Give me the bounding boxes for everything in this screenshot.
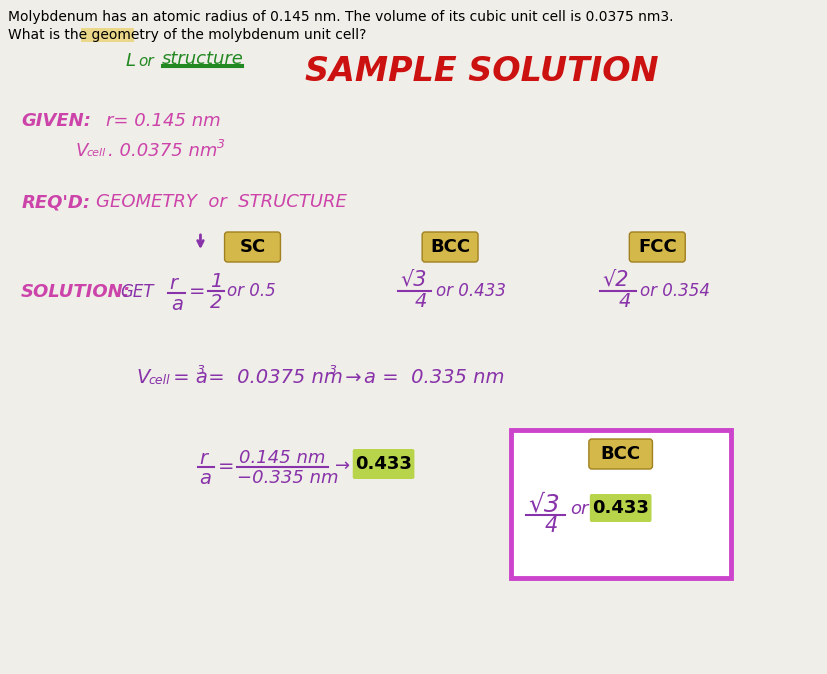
Text: =: = <box>218 457 234 476</box>
Text: √2: √2 <box>601 270 628 290</box>
Text: or 0.5: or 0.5 <box>227 282 276 300</box>
Text: 2: 2 <box>210 293 222 312</box>
Text: 4: 4 <box>544 516 557 536</box>
Text: or: or <box>570 500 588 518</box>
Text: Molybdenum has an atomic radius of 0.145 nm. The volume of its cubic unit cell i: Molybdenum has an atomic radius of 0.145… <box>7 10 672 24</box>
Text: GIVEN:: GIVEN: <box>22 112 91 130</box>
FancyBboxPatch shape <box>352 449 414 479</box>
Text: →: → <box>335 457 350 475</box>
Text: V: V <box>75 142 88 160</box>
FancyBboxPatch shape <box>588 439 652 469</box>
Text: r= 0.145 nm: r= 0.145 nm <box>106 112 220 130</box>
Bar <box>81 28 134 42</box>
Text: =  0.0375 nm: = 0.0375 nm <box>202 368 343 387</box>
Text: FCC: FCC <box>637 238 676 256</box>
Text: or: or <box>137 54 153 69</box>
Text: cell: cell <box>148 374 170 387</box>
Text: BCC: BCC <box>600 445 640 463</box>
Text: r: r <box>170 274 178 293</box>
FancyBboxPatch shape <box>589 494 651 522</box>
Text: SC: SC <box>239 238 265 256</box>
Bar <box>510 430 729 578</box>
Text: =: = <box>189 282 205 301</box>
Text: . 0.0375 nm: . 0.0375 nm <box>108 142 217 160</box>
Text: 3: 3 <box>217 138 225 151</box>
Text: = a: = a <box>166 368 208 387</box>
Text: →: → <box>339 368 368 387</box>
Text: √3: √3 <box>528 492 559 516</box>
Text: 4: 4 <box>414 292 426 311</box>
Text: 3: 3 <box>328 364 337 377</box>
Text: BCC: BCC <box>429 238 470 256</box>
Text: 0.433: 0.433 <box>591 499 648 517</box>
Text: 0.145 nm: 0.145 nm <box>239 449 325 467</box>
Text: What is the geometry of the molybdenum unit cell?: What is the geometry of the molybdenum u… <box>7 28 366 42</box>
Text: a =  0.335 nm: a = 0.335 nm <box>364 368 504 387</box>
Text: 0.433: 0.433 <box>355 455 412 473</box>
Text: 1: 1 <box>210 272 222 291</box>
Text: GET: GET <box>120 283 154 301</box>
FancyBboxPatch shape <box>224 232 280 262</box>
Text: or 0.354: or 0.354 <box>639 282 709 300</box>
Text: a: a <box>171 295 184 314</box>
FancyBboxPatch shape <box>629 232 685 262</box>
Text: −0.335 nm: −0.335 nm <box>237 469 338 487</box>
Text: V: V <box>136 368 150 387</box>
Text: cell: cell <box>87 148 106 158</box>
Text: r: r <box>199 449 208 468</box>
Text: GEOMETRY  or  STRUCTURE: GEOMETRY or STRUCTURE <box>96 193 347 211</box>
Text: 3: 3 <box>196 364 204 377</box>
Text: a: a <box>199 469 211 488</box>
Text: REQ'D:: REQ'D: <box>22 193 90 211</box>
Text: 4: 4 <box>618 292 630 311</box>
Text: SOLUTION:: SOLUTION: <box>22 283 131 301</box>
Text: or 0.433: or 0.433 <box>435 282 505 300</box>
Text: √3: √3 <box>399 270 426 290</box>
Text: L: L <box>125 52 135 70</box>
FancyBboxPatch shape <box>422 232 477 262</box>
Text: structure: structure <box>162 50 243 68</box>
Text: SAMPLE SOLUTION: SAMPLE SOLUTION <box>305 55 657 88</box>
